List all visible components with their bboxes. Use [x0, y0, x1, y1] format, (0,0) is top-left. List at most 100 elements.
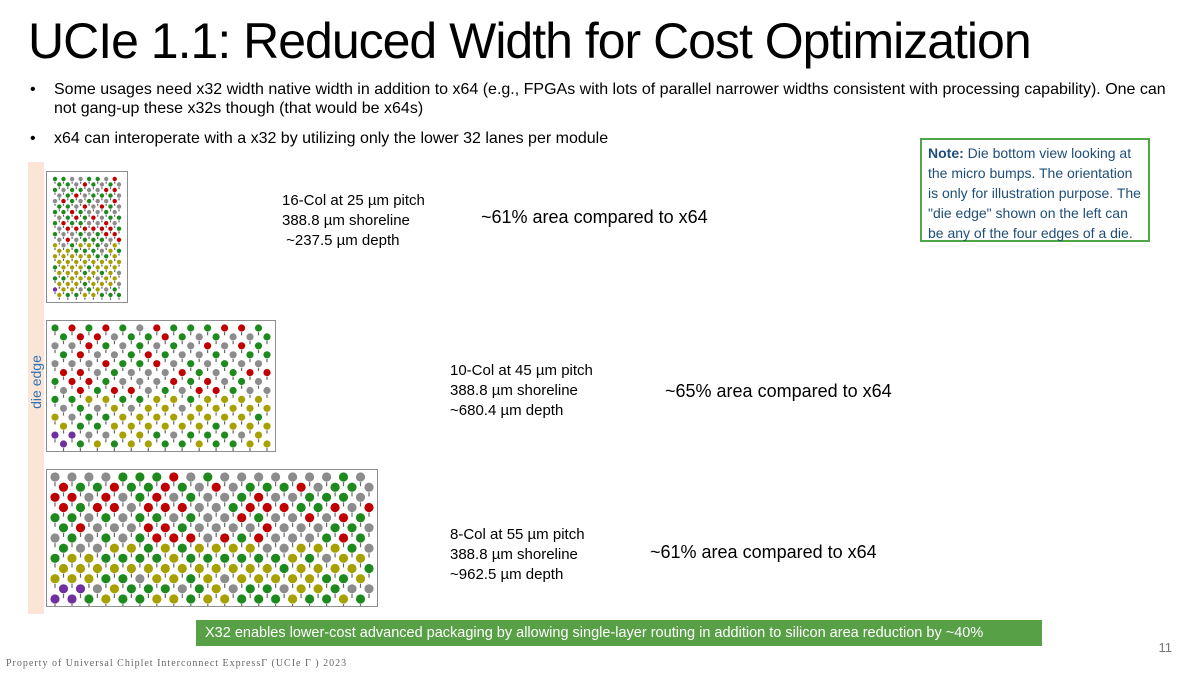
bump-label-mark: [101, 275, 103, 278]
micro-bump: [195, 422, 203, 430]
micro-bump: [108, 193, 113, 198]
bump-label-mark: [84, 242, 86, 245]
micro-bump: [136, 342, 144, 350]
micro-bump: [246, 440, 254, 448]
micro-bump: [220, 574, 230, 584]
micro-bump: [178, 333, 186, 341]
micro-bump: [69, 232, 75, 237]
bump-label-mark: [122, 522, 124, 527]
bump-label-mark: [75, 275, 77, 278]
micro-bump: [211, 563, 221, 574]
micro-bump: [144, 333, 152, 341]
micro-bump: [238, 413, 246, 421]
micro-bump: [52, 176, 58, 182]
micro-bump: [78, 221, 83, 226]
bump-label-mark: [58, 242, 60, 245]
bump-label-mark: [101, 286, 103, 289]
bump-label-mark: [88, 181, 90, 184]
bump-label-mark: [62, 281, 65, 284]
micro-bump: [50, 594, 60, 604]
bump-label-mark: [62, 181, 65, 184]
micro-bump: [99, 215, 105, 220]
micro-bump: [322, 594, 332, 604]
bump-label-mark: [300, 553, 302, 558]
spec-line: 8-Col at 55 µm pitch: [450, 526, 585, 543]
bump-label-mark: [88, 192, 90, 195]
bump-label-mark: [257, 439, 260, 443]
bump-label-mark: [164, 376, 166, 380]
bump-label-mark: [84, 275, 86, 278]
bump-label-mark: [275, 502, 277, 507]
bump-label-mark: [113, 358, 115, 363]
bump-label-mark: [62, 492, 65, 497]
micro-bump: [108, 259, 113, 265]
bump-label-mark: [224, 502, 226, 507]
micro-bump: [246, 422, 254, 430]
bump-label-mark: [224, 421, 226, 425]
bump-label-mark: [173, 522, 175, 527]
micro-bump: [246, 369, 254, 377]
micro-bump: [288, 574, 298, 584]
bump-label-mark: [173, 403, 175, 407]
micro-bump: [59, 369, 68, 377]
micro-bump: [126, 563, 136, 574]
micro-bump: [91, 281, 96, 287]
micro-bump: [204, 395, 212, 403]
spec-line: 388.8 µm shoreline: [450, 546, 578, 563]
micro-bump: [322, 492, 332, 502]
bump-label-mark: [101, 231, 103, 234]
bump-label-mark: [88, 214, 90, 217]
bump-label-mark: [266, 532, 268, 537]
micro-bump: [238, 324, 246, 332]
micro-bump: [69, 209, 75, 215]
micro-bump: [228, 563, 238, 574]
bump-label-mark: [101, 220, 103, 223]
bump-label-mark: [139, 421, 141, 425]
micro-bump: [52, 221, 58, 226]
bump-label-mark: [105, 214, 107, 217]
micro-bump: [110, 404, 118, 412]
micro-bump: [69, 287, 75, 292]
micro-bump: [136, 413, 144, 421]
micro-bump: [169, 553, 179, 563]
micro-bump: [178, 369, 186, 377]
bump-label-mark: [283, 492, 285, 497]
bump-label-mark: [96, 376, 98, 380]
micro-bump: [69, 221, 75, 226]
bump-label-mark: [80, 181, 82, 184]
bump-label-mark: [118, 220, 120, 223]
bump-label-mark: [198, 376, 200, 380]
bump-label-mark: [114, 236, 116, 239]
bullet-list: Some usages need x32 width native width …: [28, 80, 1178, 159]
bump-label-mark: [71, 367, 73, 371]
micro-bump: [76, 351, 84, 359]
micro-bump: [104, 265, 109, 270]
micro-bump: [229, 422, 237, 430]
micro-bump: [263, 386, 271, 395]
micro-bump: [313, 523, 323, 533]
micro-bump: [305, 574, 315, 584]
bump-label-mark: [156, 563, 158, 568]
micro-bump: [50, 533, 60, 543]
bump-label-mark: [67, 286, 69, 289]
micro-bump: [102, 395, 110, 403]
micro-bump: [74, 292, 79, 298]
bump-label-mark: [258, 522, 260, 527]
bump-label-mark: [105, 349, 107, 354]
micro-bump: [203, 533, 213, 543]
bump-label-mark: [368, 532, 370, 537]
bump-label-mark: [198, 394, 200, 398]
bump-label-mark: [54, 421, 56, 425]
micro-bump: [263, 333, 271, 341]
micro-bump: [338, 513, 349, 523]
bump-label-mark: [80, 192, 82, 195]
micro-bump: [170, 324, 178, 332]
micro-bump: [76, 369, 84, 377]
micro-bump: [118, 553, 128, 563]
config-spec-16col: 16-Col at 25 µm pitch 388.8 µm shoreline…: [282, 191, 425, 251]
micro-bump: [245, 563, 255, 574]
micro-bump: [160, 563, 170, 574]
micro-bump: [143, 502, 153, 513]
bump-label-mark: [139, 385, 141, 389]
bump-label-mark: [342, 583, 345, 588]
